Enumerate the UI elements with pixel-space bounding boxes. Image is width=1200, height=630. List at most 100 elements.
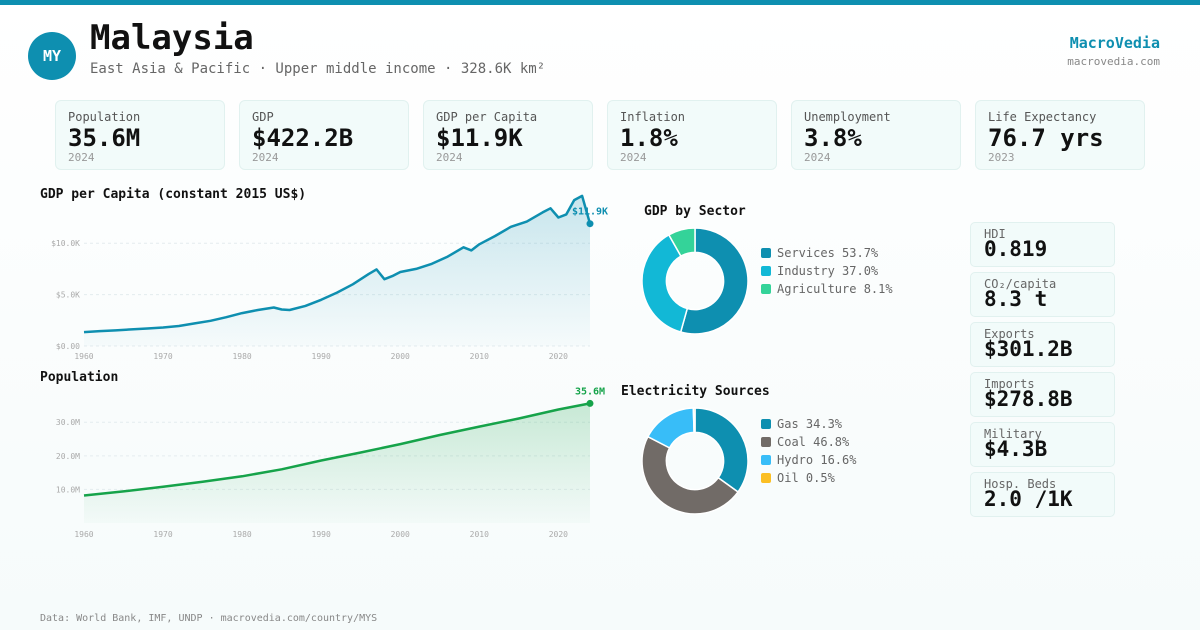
country-title: Malaysia xyxy=(90,18,254,58)
stat-value: $301.2B xyxy=(984,337,1073,361)
legend-label: Coal 46.8% xyxy=(777,435,850,449)
electricity-sources-title: Electricity Sources xyxy=(621,384,770,399)
kpi-label: Unemployment xyxy=(804,110,891,124)
y-tick-label: $10.0K xyxy=(51,239,80,248)
stat-card-exports: Exports $301.2B xyxy=(970,322,1115,367)
x-tick-label: 1970 xyxy=(153,530,172,539)
stat-label: Imports xyxy=(984,377,1035,391)
kpi-card-population: Population 35.6M 2024 xyxy=(55,100,225,170)
gdp-per-capita-chart-title: GDP per Capita (constant 2015 US$) xyxy=(40,187,307,202)
population-chart: 10.0M 20.0M 30.0M 1960 1970 1980 1990 2000 2010 2… xyxy=(56,386,605,539)
x-tick-label: 2010 xyxy=(470,352,489,361)
electricity-sources-donut xyxy=(641,407,749,515)
donut-slice-industry xyxy=(641,233,689,333)
donut-slice-gas xyxy=(694,407,749,494)
data-source-footer: Data: World Bank, IMF, UNDP · macrovedia… xyxy=(40,613,378,624)
y-tick-label: 20.0M xyxy=(56,452,80,461)
stat-value: $4.3B xyxy=(984,437,1048,461)
x-tick-label: 1990 xyxy=(312,530,331,539)
legend-label: Gas 34.3% xyxy=(777,417,843,431)
series-line xyxy=(83,402,591,497)
kpi-label: Life Expectancy xyxy=(988,110,1097,124)
legend-label: Hydro 16.6% xyxy=(777,453,857,467)
kpi-card-gdp: GDP $422.2B 2024 xyxy=(239,100,409,170)
y-tick-label: 10.0M xyxy=(56,485,80,494)
y-tick-label: $5.0K xyxy=(56,291,80,300)
donut-slice-oil xyxy=(692,407,696,434)
kpi-card-gdp-per-capita: GDP per Capita $11.9K 2024 xyxy=(423,100,593,170)
gdp-by-sector-legend: Services 53.7% Industry 37.0% Agricultur… xyxy=(761,244,893,298)
brand-url[interactable]: macrovedia.com xyxy=(1067,55,1160,68)
x-tick-label: 1960 xyxy=(74,530,93,539)
stat-card-military: Military $4.3B xyxy=(970,422,1115,467)
kpi-card-life-expectancy: Life Expectancy 76.7 yrs 2023 xyxy=(975,100,1145,170)
kpi-year: 2024 xyxy=(620,151,647,164)
x-tick-label: 2020 xyxy=(549,352,568,361)
kpi-card-inflation: Inflation 1.8% 2024 xyxy=(607,100,777,170)
legend-swatch xyxy=(761,248,771,258)
kpi-label: GDP per Capita xyxy=(436,110,538,124)
gdp-by-sector-title: GDP by Sector xyxy=(644,204,746,219)
kpi-value: 3.8% xyxy=(804,124,862,152)
y-tick-label: 30.0M xyxy=(56,418,80,427)
x-tick-label: 2000 xyxy=(391,352,410,361)
kpi-year: 2024 xyxy=(804,151,831,164)
brand-logo[interactable]: MacroVedia xyxy=(1069,34,1160,52)
stat-label: CO₂/capita xyxy=(984,277,1057,291)
top-accent-bar xyxy=(0,0,1200,5)
kpi-label: Population xyxy=(68,110,141,124)
legend-item-industry: Industry 37.0% xyxy=(761,262,893,280)
stat-value: $278.8B xyxy=(984,387,1073,411)
kpi-year: 2024 xyxy=(436,151,463,164)
legend-item-hydro: Hydro 16.6% xyxy=(761,451,856,469)
area-fill xyxy=(84,195,590,346)
stat-value: 0.819 xyxy=(984,237,1048,261)
area-fill xyxy=(84,403,590,523)
stat-card-co2: CO₂/capita 8.3 t xyxy=(970,272,1115,317)
legend-item-services: Services 53.7% xyxy=(761,244,893,262)
x-tick-label: 1980 xyxy=(232,530,251,539)
stat-label: Exports xyxy=(984,327,1035,341)
legend-item-oil: Oil 0.5% xyxy=(761,469,856,487)
electricity-sources-legend: Gas 34.3% Coal 46.8% Hydro 16.6% Oil 0.5… xyxy=(761,415,856,487)
kpi-card-unemployment: Unemployment 3.8% 2024 xyxy=(791,100,961,170)
legend-label: Oil 0.5% xyxy=(777,471,835,485)
end-point xyxy=(586,220,594,228)
kpi-year: 2023 xyxy=(988,151,1015,164)
legend-swatch xyxy=(761,455,771,465)
stat-value: 8.3 t xyxy=(984,287,1048,311)
end-value-label: $11.9K xyxy=(572,207,608,218)
donut-slice-agriculture xyxy=(667,227,696,258)
kpi-row: Population 35.6M 2024 GDP $422.2B 2024 G… xyxy=(55,100,1145,170)
y-tick-label: $0.00 xyxy=(56,342,80,351)
end-point xyxy=(586,399,594,407)
kpi-value: 1.8% xyxy=(620,124,678,152)
legend-label: Industry 37.0% xyxy=(777,264,879,278)
gdp-per-capita-chart: $0.00 $5.0K $10.0K 1960 1970 1980 1990 2000 2010… xyxy=(51,194,608,361)
legend-item-agriculture: Agriculture 8.1% xyxy=(761,280,893,298)
x-tick-label: 1980 xyxy=(232,352,251,361)
legend-swatch xyxy=(761,419,771,429)
kpi-year: 2024 xyxy=(252,151,279,164)
stat-label: HDI xyxy=(984,227,1006,241)
x-tick-label: 2010 xyxy=(470,530,489,539)
stat-value: 2.0 /1K xyxy=(984,487,1073,511)
legend-item-gas: Gas 34.3% xyxy=(761,415,856,433)
series-line xyxy=(83,194,592,334)
x-tick-label: 2000 xyxy=(391,530,410,539)
stat-label: Hosp. Beds xyxy=(984,477,1057,491)
kpi-label: GDP xyxy=(252,110,274,124)
kpi-year: 2024 xyxy=(68,151,95,164)
legend-label: Services 53.7% xyxy=(777,246,879,260)
stat-card-hdi: HDI 0.819 xyxy=(970,222,1115,267)
legend-swatch xyxy=(761,473,771,483)
x-tick-label: 1970 xyxy=(153,352,172,361)
kpi-value: $11.9K xyxy=(436,124,523,152)
legend-swatch xyxy=(761,266,771,276)
kpi-value: 35.6M xyxy=(68,124,141,152)
legend-item-coal: Coal 46.8% xyxy=(761,433,856,451)
population-chart-title: Population xyxy=(40,370,119,385)
legend-swatch xyxy=(761,437,771,447)
stat-label: Military xyxy=(984,427,1042,441)
x-tick-label: 1990 xyxy=(312,352,331,361)
